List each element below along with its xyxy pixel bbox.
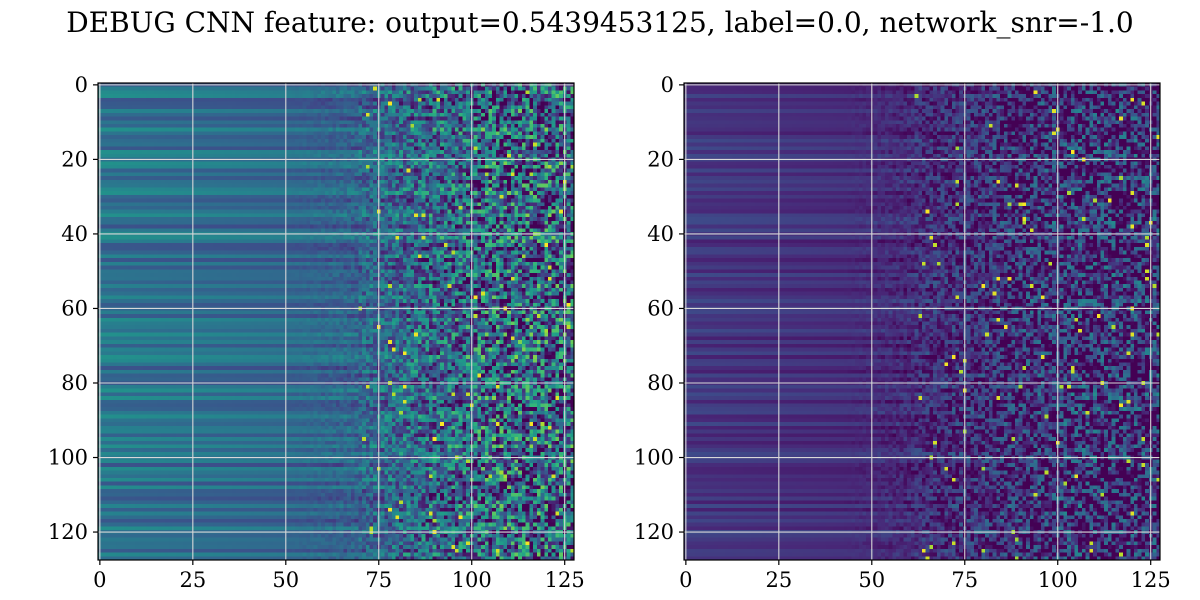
y-tick-label: 100 [634, 446, 674, 470]
x-tick-label: 0 [93, 568, 106, 592]
x-tick-label: 50 [858, 568, 885, 592]
x-tick-label: 125 [1131, 568, 1171, 592]
x-tick-label: 25 [765, 568, 792, 592]
y-tick-label: 40 [647, 222, 674, 246]
heatmap-panel-right: 0 25 50 75 100 125 0 20 40 60 80 100 120 [634, 73, 1171, 592]
y-tick-label: 80 [647, 371, 674, 395]
x-tick-label: 25 [179, 568, 206, 592]
y-tick-label: 0 [75, 73, 88, 97]
figure-title: DEBUG CNN feature: output=0.5439453125, … [66, 6, 1134, 39]
x-tick-label: 125 [545, 568, 585, 592]
axes-frame [97, 82, 575, 561]
y-tick-label: 40 [61, 222, 88, 246]
y-tick-label: 60 [61, 296, 88, 320]
y-tick-label: 0 [661, 73, 674, 97]
x-tick-label: 100 [1038, 568, 1078, 592]
y-tick-label: 20 [647, 147, 674, 171]
heatmap-image [98, 83, 574, 560]
axes-frame [683, 82, 1161, 561]
heatmap-image [684, 83, 1160, 560]
y-tick-label: 20 [61, 147, 88, 171]
x-tick-label: 0 [679, 568, 692, 592]
x-tick-label: 100 [452, 568, 492, 592]
y-tick-label: 100 [48, 446, 88, 470]
y-tick-label: 120 [634, 520, 674, 544]
y-tick-label: 80 [61, 371, 88, 395]
y-tick-label: 60 [647, 296, 674, 320]
x-tick-label: 50 [272, 568, 299, 592]
heatmap-panel-left: 0 25 50 75 100 125 0 20 40 60 80 100 120 [48, 73, 585, 592]
x-tick-label: 75 [365, 568, 392, 592]
y-tick-label: 120 [48, 520, 88, 544]
x-tick-label: 75 [951, 568, 978, 592]
